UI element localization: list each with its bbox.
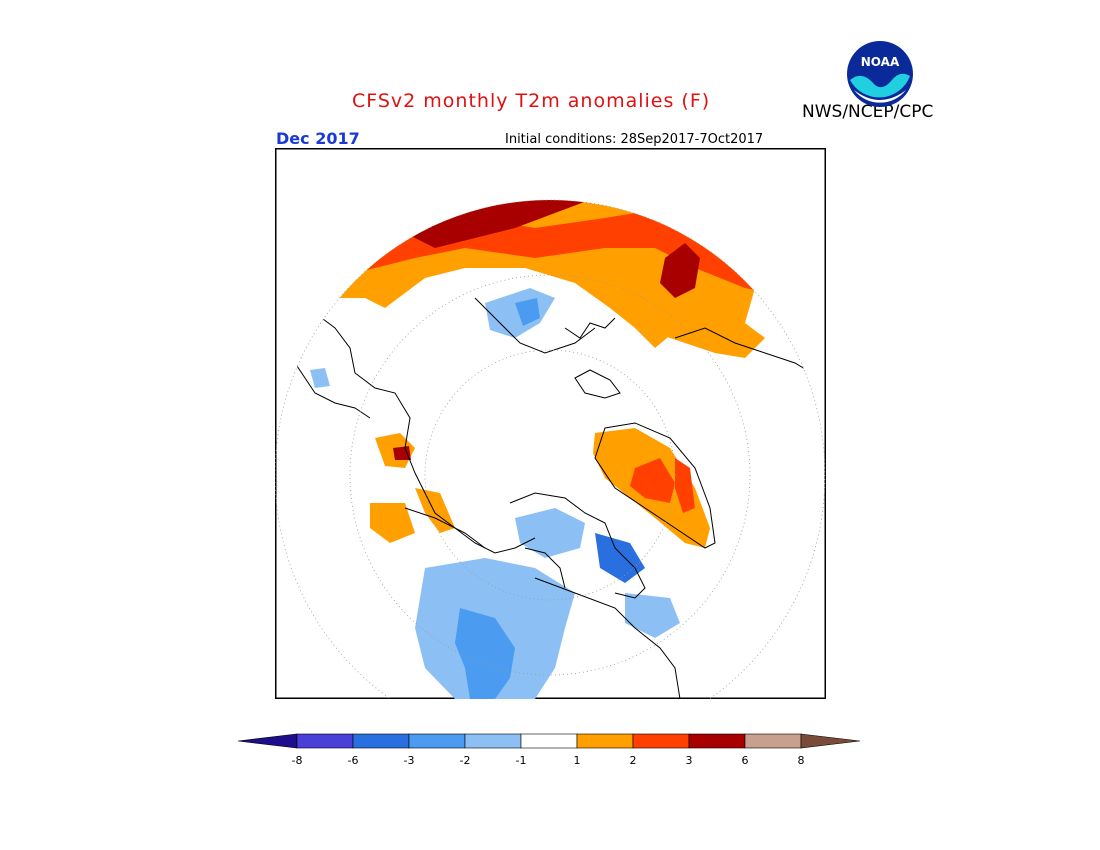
legend-tick: -1 bbox=[516, 754, 527, 767]
color-scale-legend: -8 -6 -3 -2 -1 1 2 3 6 8 bbox=[238, 733, 861, 767]
legend-swatch-6 bbox=[576, 733, 634, 749]
forecast-period: Dec 2017 bbox=[276, 129, 360, 148]
cool-region-siberia-strong bbox=[515, 298, 540, 326]
map-title: CFSv2 monthly T2m anomalies (F) bbox=[352, 90, 711, 112]
warm-region-greenland-strong bbox=[630, 458, 675, 503]
cool-region-arctic-archipelago bbox=[515, 508, 585, 558]
legend-tick: -8 bbox=[292, 754, 303, 767]
legend-swatch-5 bbox=[520, 733, 578, 749]
agency-label: NWS/NCEP/CPC bbox=[802, 102, 934, 122]
legend-tick: 6 bbox=[742, 754, 749, 767]
warm-region-canada-west bbox=[370, 503, 415, 543]
legend-tick: 1 bbox=[574, 754, 581, 767]
logo-text: NOAA bbox=[861, 55, 900, 69]
legend-tick: -6 bbox=[348, 754, 359, 767]
graticule bbox=[275, 199, 826, 699]
noaa-logo-icon: NOAA bbox=[847, 41, 913, 107]
warm-region-yukon bbox=[415, 488, 455, 533]
legend-swatch-8 bbox=[688, 733, 746, 749]
legend-tick: 2 bbox=[630, 754, 637, 767]
legend-tick: 3 bbox=[686, 754, 693, 767]
legend-arrow-left bbox=[238, 733, 298, 749]
cool-region-bering bbox=[310, 368, 330, 388]
warm-region-alaska-strong bbox=[393, 446, 411, 460]
legend-swatch-1 bbox=[296, 733, 354, 749]
legend-tick: -3 bbox=[404, 754, 415, 767]
legend-swatch-2 bbox=[352, 733, 410, 749]
warm-region-greenland-east bbox=[675, 458, 695, 513]
legend-tick: 8 bbox=[798, 754, 805, 767]
legend-swatch-3 bbox=[408, 733, 466, 749]
legend-swatch-4 bbox=[464, 733, 522, 749]
cool-region-labrador bbox=[625, 593, 680, 638]
polar-anomaly-map bbox=[275, 148, 826, 699]
initial-conditions: Initial conditions: 28Sep2017-7Oct2017 bbox=[505, 132, 764, 147]
legend-tick: -2 bbox=[460, 754, 471, 767]
cool-region-hudson bbox=[595, 533, 645, 583]
legend-swatch-9 bbox=[744, 733, 802, 749]
cool-region-north-america-strong bbox=[455, 608, 515, 699]
legend-arrow-right bbox=[800, 733, 861, 749]
legend-swatch-7 bbox=[632, 733, 690, 749]
warm-region-siberia bbox=[660, 243, 700, 298]
